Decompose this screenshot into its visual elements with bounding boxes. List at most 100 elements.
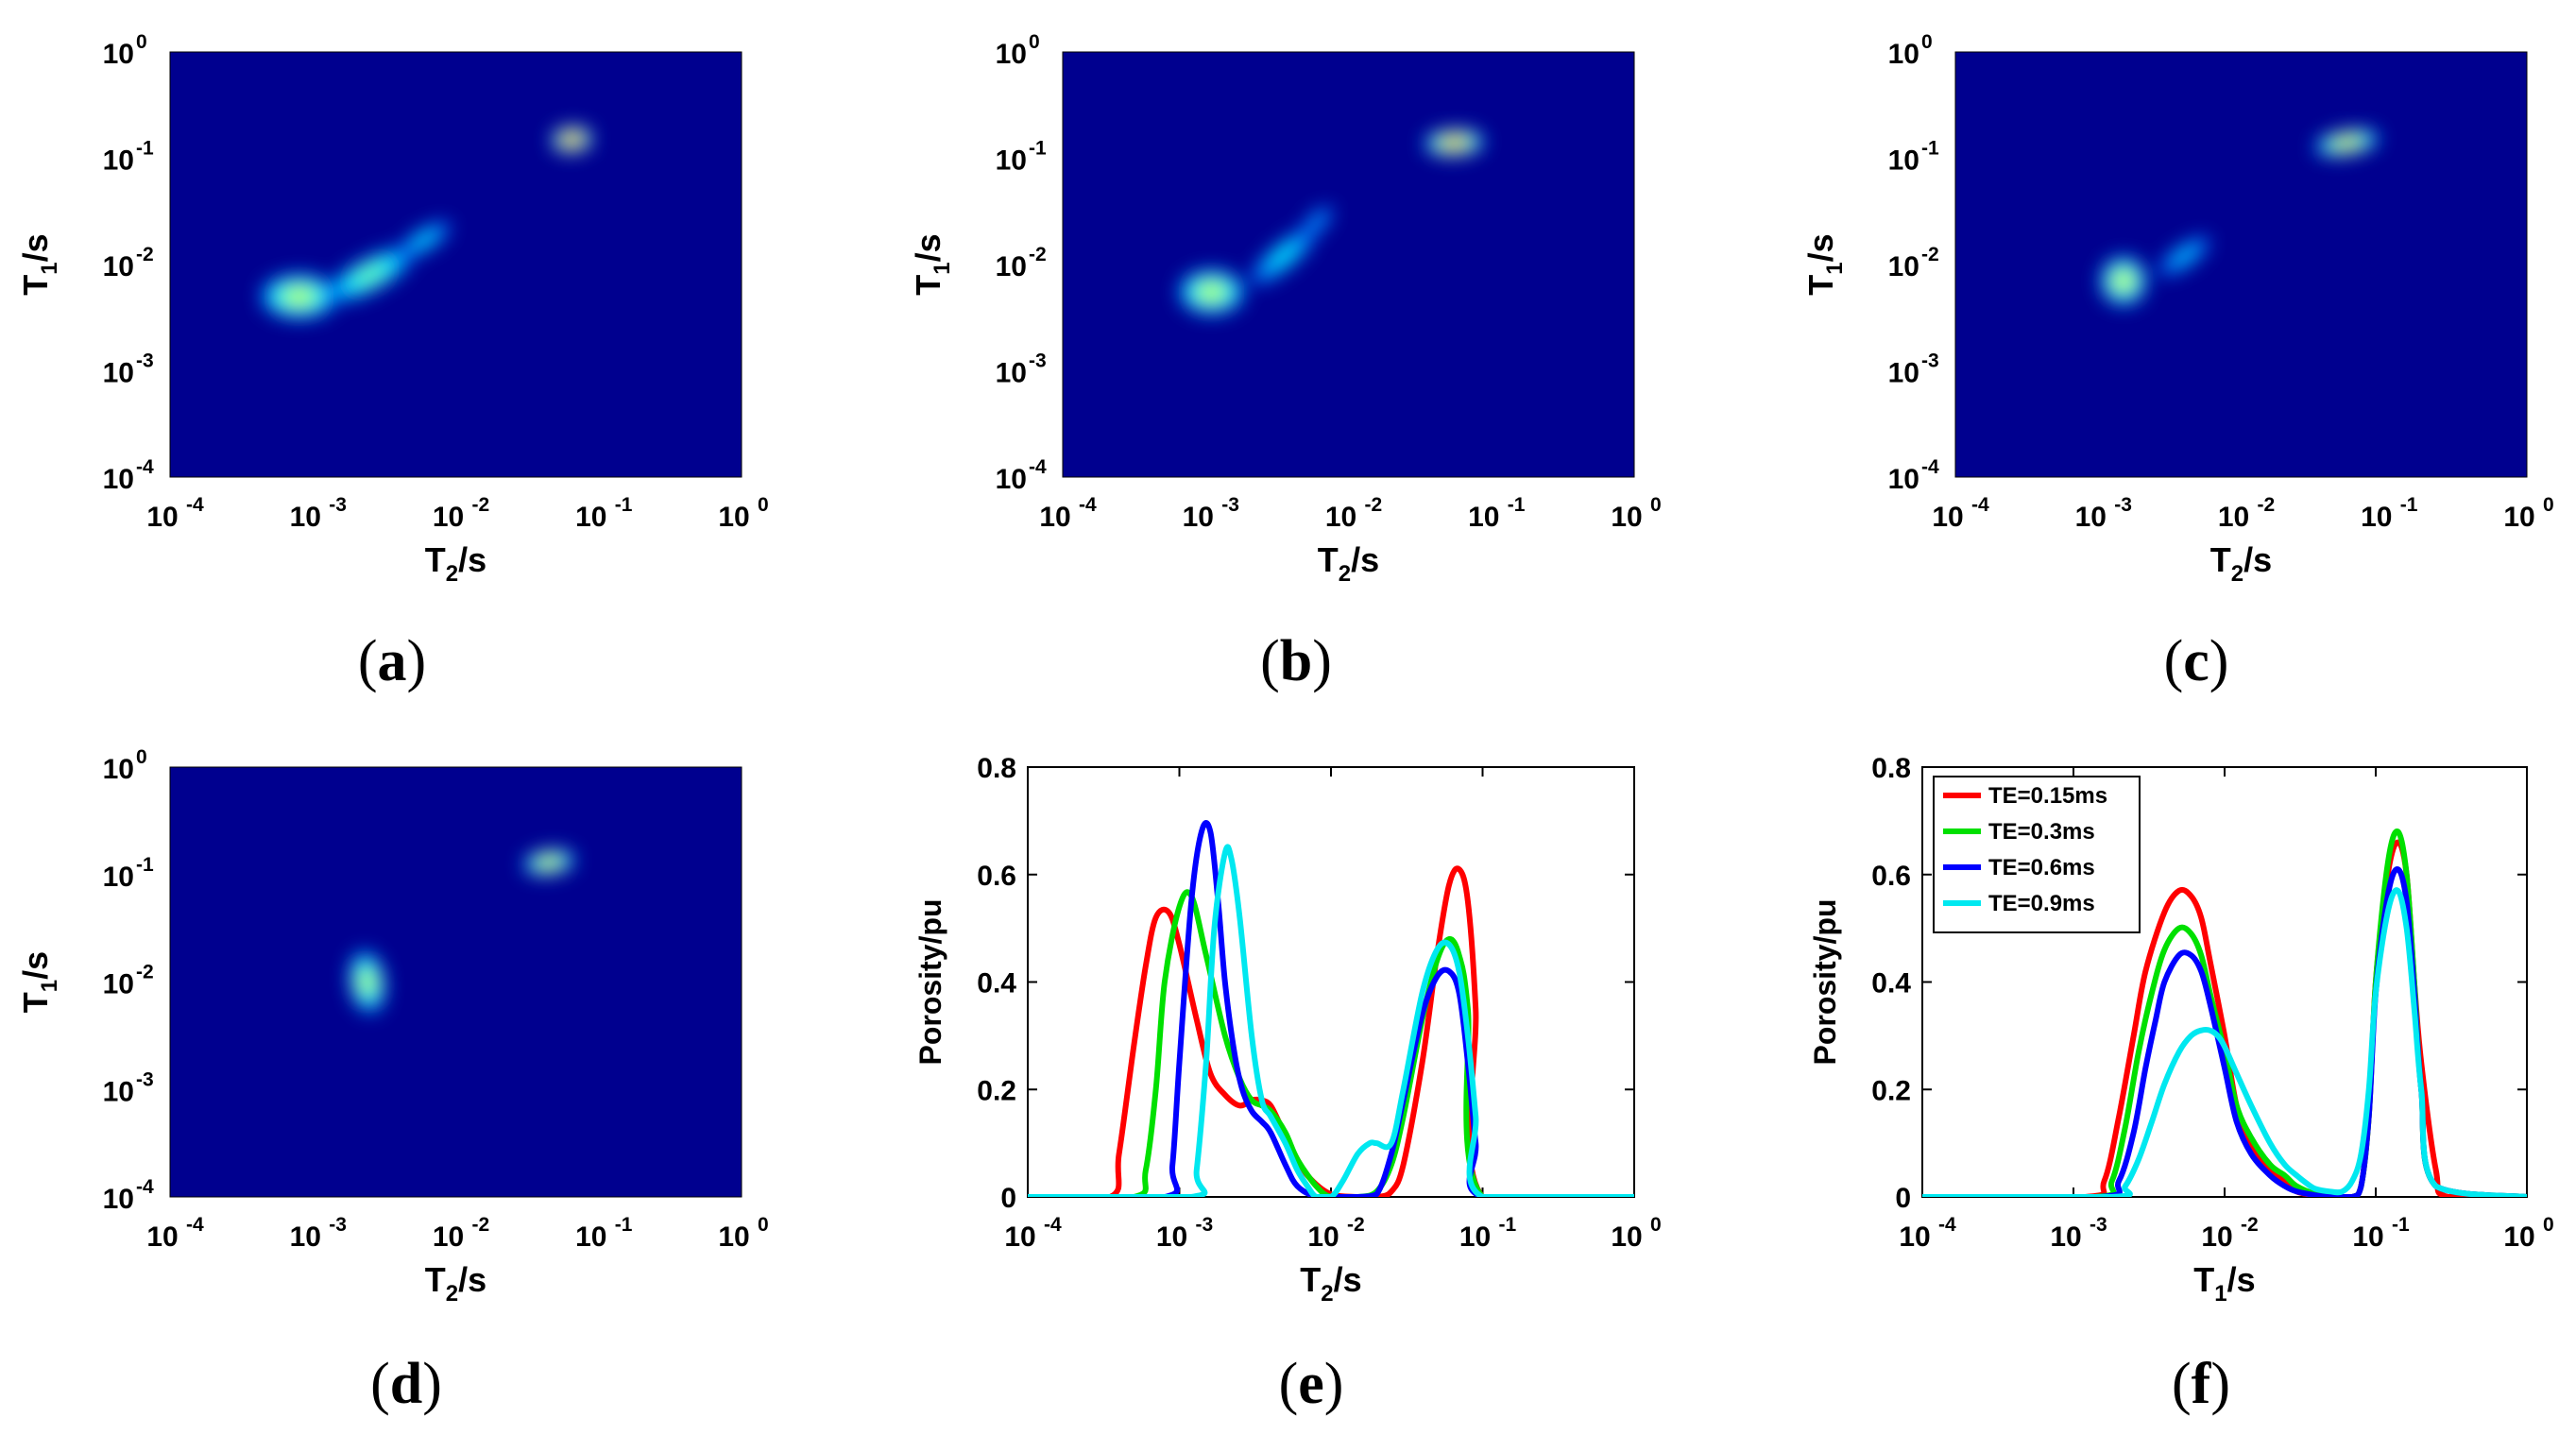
y-tick-exponent-d-1: -3 (136, 1068, 154, 1090)
x-tick-label-f-4: 10 (2503, 1221, 2534, 1253)
heatmap-peaks-d (348, 848, 576, 1015)
y-tick-label-f-0: 0 (1895, 1183, 1911, 1214)
x-tick-exponent-d-3: -1 (615, 1214, 633, 1236)
legend-entry-f-2: TE=0.6ms (1988, 855, 2095, 880)
x-tick-label-e-1: 10 (1156, 1221, 1187, 1253)
legend-box-f (1933, 776, 2141, 933)
series-line-f-1 (1922, 828, 2527, 1197)
line-panel-e: 0 0.2 0.4 0.6 0.8 10 -4 10 -3 10 -2 10 -1 10 0 T2/s Poro… (913, 753, 1662, 1416)
x-tick-label-f-2: 10 (2201, 1221, 2232, 1253)
series-line-f-3 (1922, 887, 2527, 1197)
heatmap-background-a (170, 52, 742, 477)
x-tick-exponent-b-3: -1 (1508, 494, 1526, 516)
x-tick-label-d-3: 10 (575, 1221, 606, 1253)
y-tick-exponent-a-1: -3 (136, 350, 154, 372)
heatmap-peak-c-0-level-8 (2121, 278, 2126, 284)
x-tick-label-a-2: 10 (433, 502, 464, 533)
y-tick-label-d-4: 10 (103, 754, 134, 785)
x-tick-exponent-a-4: 0 (758, 494, 769, 516)
series-line-e-1 (1028, 889, 1634, 1197)
y-tick-exponent-c-4: 0 (1921, 31, 1933, 53)
y-tick-exponent-a-3: -1 (136, 138, 154, 160)
heatmap-peaks-c (2099, 128, 2381, 307)
x-tick-label-d-1: 10 (290, 1221, 321, 1253)
y-tick-label-b-3: 10 (996, 145, 1027, 177)
heatmap-background-c (1955, 52, 2527, 477)
heatmap-background-d (170, 767, 742, 1197)
x-tick-label-e-0: 10 (1004, 1221, 1035, 1253)
x-tick-label-b-1: 10 (1183, 502, 1214, 533)
x-tick-exponent-e-1: -3 (1196, 1214, 1214, 1236)
plot-frame-e (1027, 766, 1635, 1198)
y-tick-label-f-3: 0.6 (1871, 861, 1911, 892)
y-tick-label-d-3: 10 (103, 862, 134, 893)
y-tick-label-d-2: 10 (103, 969, 134, 1000)
y-tick-label-f-1: 0.2 (1871, 1075, 1911, 1106)
x-tick-label-c-0: 10 (1932, 502, 1963, 533)
heatmap-peak-a-0-level-8 (294, 294, 304, 299)
legend-entry-f-1: TE=0.3ms (1988, 819, 2095, 845)
x-tick-exponent-c-3: -1 (2400, 494, 2418, 516)
x-tick-label-a-4: 10 (718, 502, 749, 533)
panel-label-b: (b) (1260, 629, 1332, 693)
y-tick-exponent-b-4: 0 (1029, 31, 1040, 53)
x-axis-label-a: T2/s (425, 540, 486, 587)
x-tick-label-b-4: 10 (1611, 502, 1642, 533)
y-tick-label-a-3: 10 (103, 145, 134, 177)
heatmap-peak-b-0-level-8 (1207, 289, 1216, 295)
x-tick-label-c-2: 10 (2218, 502, 2249, 533)
plot-frame-b (1062, 51, 1635, 478)
y-tick-exponent-d-3: -1 (136, 854, 154, 876)
x-tick-exponent-a-2: -2 (472, 494, 490, 516)
series-line-f-2 (1922, 866, 2527, 1197)
panel-label-d: (d) (370, 1352, 442, 1416)
panel-label-a: (a) (358, 629, 426, 693)
x-tick-label-f-0: 10 (1899, 1221, 1930, 1253)
heatmap-peak-a-3-level-8 (569, 138, 574, 142)
series-line-e-2 (1028, 820, 1634, 1197)
x-tick-exponent-e-2: -2 (1347, 1214, 1365, 1236)
y-tick-exponent-a-0: -4 (136, 456, 154, 478)
panel-label-f: (f) (2172, 1352, 2230, 1416)
y-tick-label-f-2: 0.4 (1871, 968, 1911, 999)
x-tick-exponent-c-1: -3 (2114, 494, 2132, 516)
y-tick-label-e-1: 0.2 (977, 1075, 1016, 1106)
x-tick-exponent-b-1: -3 (1221, 494, 1239, 516)
y-tick-label-b-4: 10 (996, 39, 1027, 70)
x-axis-label-e: T2/s (1300, 1260, 1361, 1307)
y-tick-label-b-0: 10 (996, 464, 1027, 495)
plot-frame-d (169, 766, 742, 1198)
x-tick-exponent-e-4: 0 (1650, 1214, 1662, 1236)
y-tick-label-d-1: 10 (103, 1076, 134, 1107)
x-axis-label-f: T1/s (2193, 1260, 2255, 1307)
heatmap-background-b (1063, 52, 1634, 477)
y-tick-exponent-b-3: -1 (1029, 138, 1047, 160)
legend-f: TE=0.15ms TE=0.3ms TE=0.6ms TE=0.9ms (1933, 776, 2141, 933)
y-tick-exponent-a-2: -2 (136, 244, 154, 265)
x-tick-exponent-f-4: 0 (2543, 1214, 2554, 1236)
x-tick-exponent-b-0: -4 (1079, 494, 1097, 516)
y-tick-exponent-d-0: -4 (136, 1176, 154, 1198)
y-tick-label-a-0: 10 (103, 464, 134, 495)
y-axis-label-a: T1/s (16, 233, 62, 295)
x-tick-exponent-d-0: -4 (186, 1214, 204, 1236)
y-axis-label-f: Porosity/pu (1808, 898, 1842, 1065)
heatmap-peak-a-1-level-8 (365, 271, 375, 279)
x-tick-label-a-0: 10 (146, 502, 178, 533)
x-tick-exponent-d-2: -2 (472, 1214, 490, 1236)
legend-entry-f-0: TE=0.15ms (1988, 783, 2107, 809)
x-tick-label-f-3: 10 (2352, 1221, 2383, 1253)
y-tick-label-e-3: 0.6 (977, 861, 1016, 892)
y-tick-exponent-d-4: 0 (136, 746, 147, 768)
y-tick-label-b-2: 10 (996, 251, 1027, 282)
x-tick-label-d-0: 10 (146, 1221, 178, 1253)
x-tick-label-d-4: 10 (718, 1221, 749, 1253)
y-tick-label-c-2: 10 (1888, 251, 1919, 282)
y-tick-label-f-4: 0.8 (1871, 753, 1911, 784)
x-tick-label-b-3: 10 (1468, 502, 1499, 533)
x-tick-exponent-a-0: -4 (186, 494, 204, 516)
series-line-e-3 (1028, 844, 1634, 1197)
heatmap-peaks-a (259, 125, 594, 320)
x-tick-exponent-e-3: -1 (1499, 1214, 1517, 1236)
x-tick-exponent-d-4: 0 (758, 1214, 769, 1236)
